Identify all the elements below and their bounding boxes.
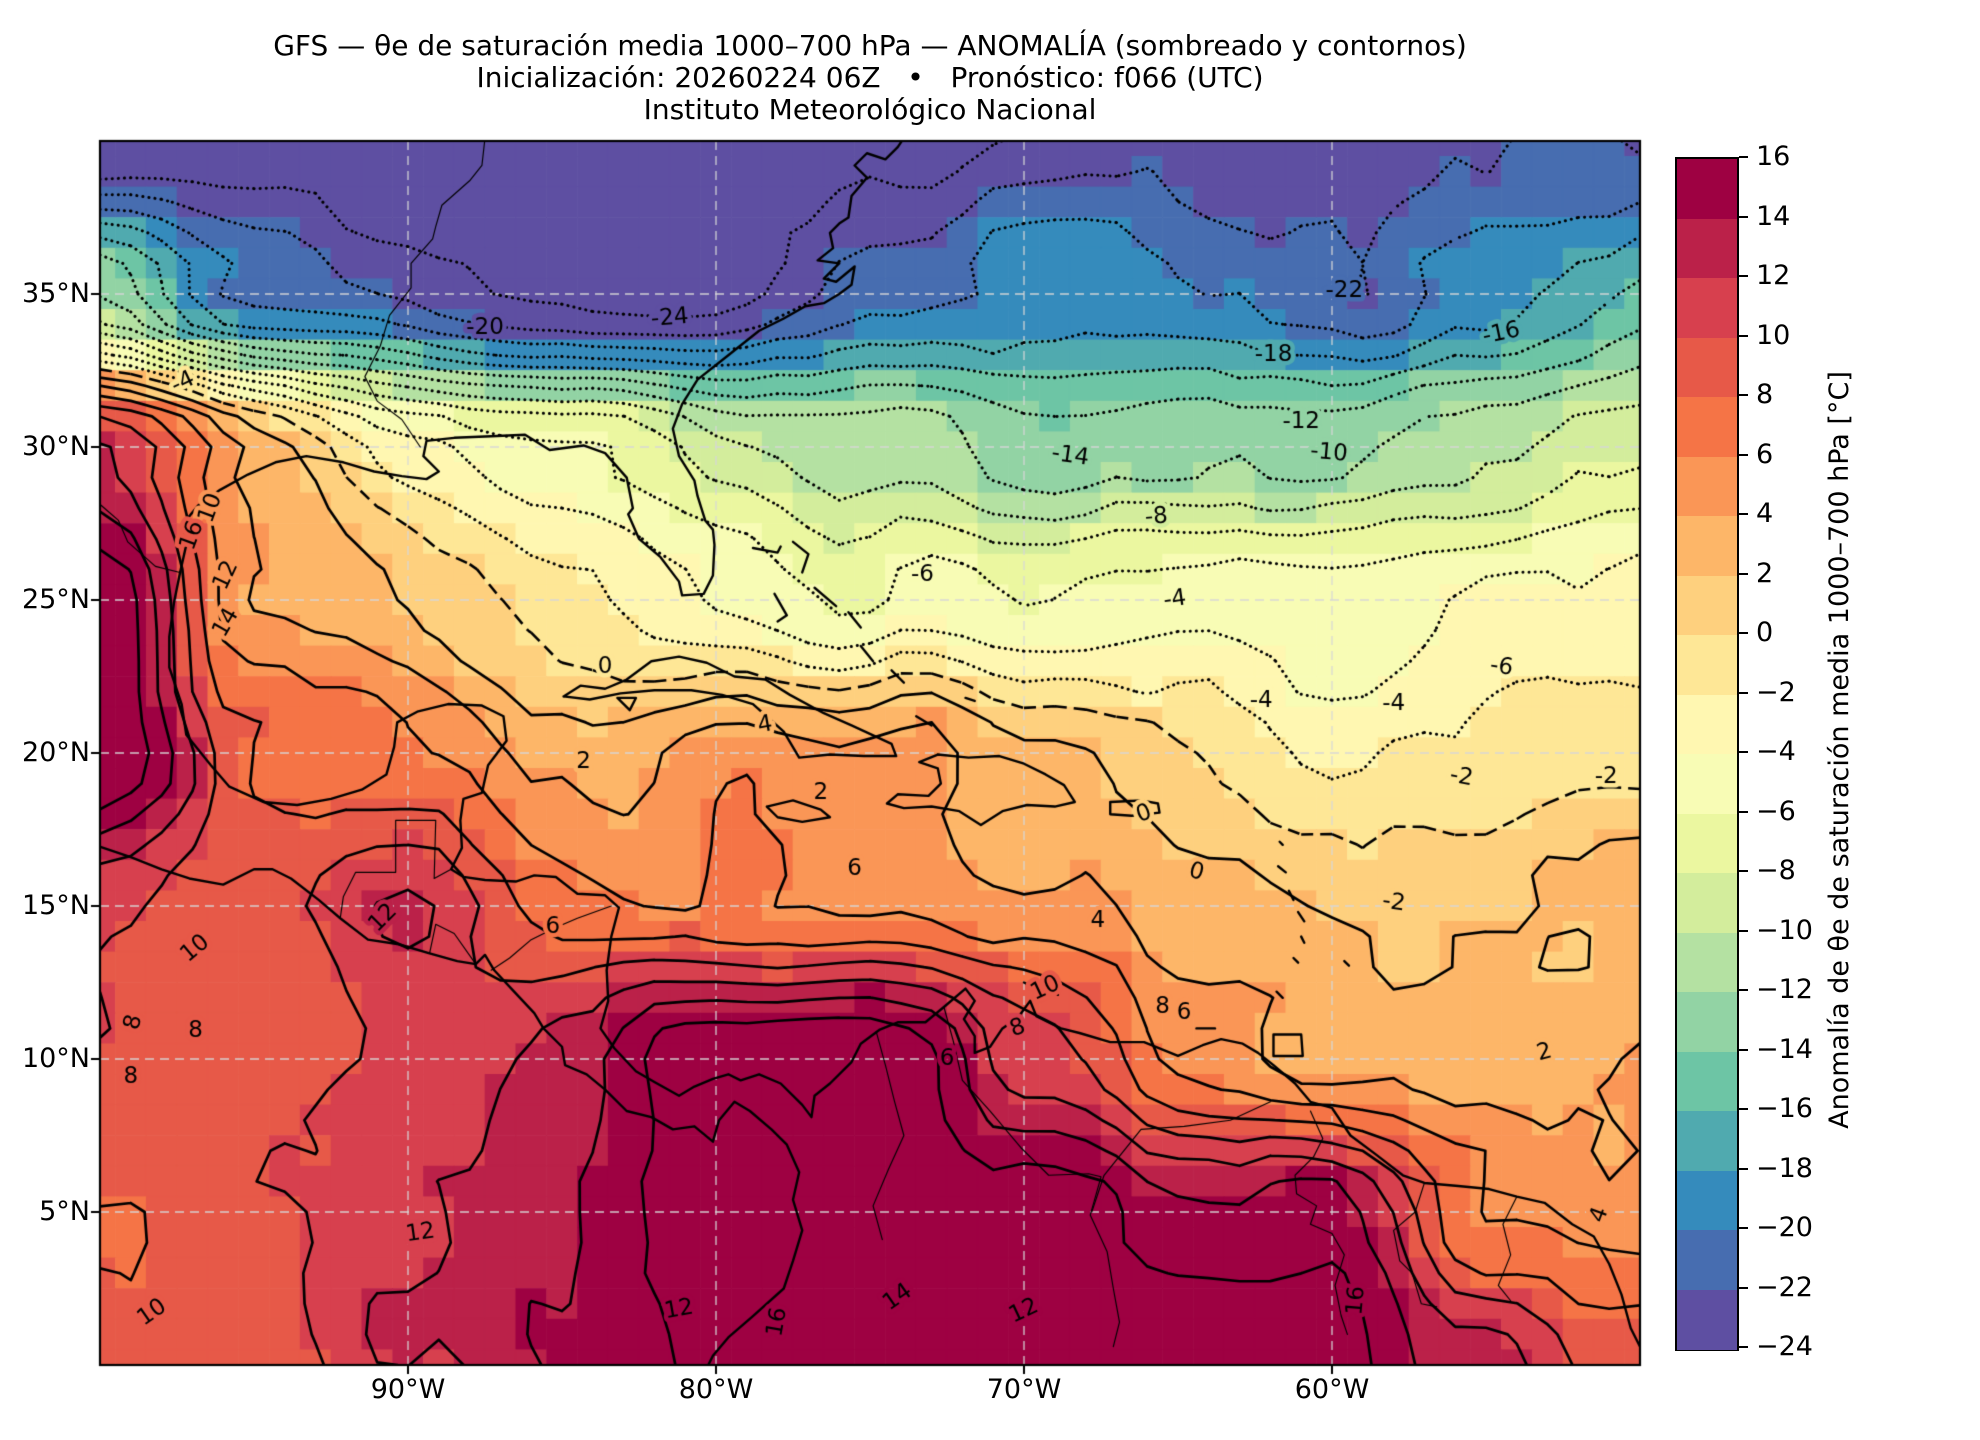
x-tick-label: 80°W xyxy=(678,1374,754,1405)
colorbar-tick-label: 10 xyxy=(1756,319,1791,351)
colorbar-tick xyxy=(1739,334,1748,337)
colorbar-tick-label: 16 xyxy=(1756,141,1791,172)
colorbar-tick xyxy=(1739,1227,1748,1229)
colorbar-tick-label: −2 xyxy=(1756,676,1796,708)
colorbar-segment xyxy=(1677,516,1737,576)
colorbar-tick xyxy=(1739,929,1748,932)
colorbar-tick-label: 14 xyxy=(1756,200,1791,232)
colorbar-tick xyxy=(1739,1048,1748,1051)
colorbar-segment xyxy=(1677,992,1737,1052)
colorbar-tick xyxy=(1739,1167,1748,1170)
y-tick-label: 10°N xyxy=(21,1043,90,1074)
y-tick-label: 35°N xyxy=(21,278,90,309)
colorbar-tick-label: −18 xyxy=(1756,1152,1813,1184)
colorbar-segment xyxy=(1677,1170,1737,1231)
colorbar-segment xyxy=(1677,635,1737,695)
colorbar-tick xyxy=(1739,1286,1748,1289)
colorbar-tick-label: 12 xyxy=(1756,260,1791,291)
colorbar-tick xyxy=(1739,751,1748,753)
colorbar xyxy=(1675,157,1739,1351)
colorbar-tick xyxy=(1739,572,1748,575)
y-tick-label: 5°N xyxy=(39,1196,90,1227)
colorbar-segment xyxy=(1677,932,1737,993)
y-tick-label: 30°N xyxy=(21,431,90,462)
colorbar-tick-label: −4 xyxy=(1756,736,1796,767)
colorbar-segment xyxy=(1677,218,1737,279)
colorbar-label: Anomalía de θe de saturación media 1000–… xyxy=(1824,371,1855,1129)
colorbar-tick xyxy=(1739,989,1748,991)
colorbar-tick xyxy=(1739,453,1748,456)
colorbar-segment xyxy=(1677,694,1737,755)
y-tick-label: 15°N xyxy=(21,890,90,921)
x-tick-label: 70°W xyxy=(986,1374,1062,1405)
colorbar-segment xyxy=(1677,1111,1737,1171)
y-tick-label: 20°N xyxy=(21,737,90,768)
x-tick-label: 60°W xyxy=(1294,1374,1370,1405)
colorbar-tick-label: −14 xyxy=(1756,1033,1813,1065)
colorbar-segment xyxy=(1677,1051,1737,1112)
colorbar-segment xyxy=(1677,278,1737,338)
colorbar-tick-label: 4 xyxy=(1756,498,1774,529)
figure-title: GFS — θe de saturación media 1000–700 hP… xyxy=(273,29,1467,62)
colorbar-segment xyxy=(1677,754,1737,814)
colorbar-tick-label: −10 xyxy=(1756,914,1813,946)
colorbar-tick xyxy=(1739,215,1748,218)
colorbar-tick-label: 0 xyxy=(1756,617,1774,648)
colorbar-segment xyxy=(1677,456,1737,517)
colorbar-segment xyxy=(1677,337,1737,398)
colorbar-tick xyxy=(1739,1346,1748,1348)
colorbar-tick-label: −6 xyxy=(1756,795,1796,827)
colorbar-tick-label: −20 xyxy=(1756,1212,1813,1243)
colorbar-tick-label: 2 xyxy=(1756,557,1774,589)
colorbar-tick xyxy=(1739,870,1748,872)
colorbar-tick-label: −24 xyxy=(1756,1331,1813,1362)
colorbar-tick-label: 6 xyxy=(1756,438,1774,470)
colorbar-tick-label: −22 xyxy=(1756,1271,1813,1303)
colorbar-tick xyxy=(1739,691,1748,694)
colorbar-tick xyxy=(1739,156,1748,158)
colorbar-tick-label: −8 xyxy=(1756,855,1796,886)
colorbar-tick-label: 8 xyxy=(1756,379,1774,410)
y-tick-label: 25°N xyxy=(21,584,90,615)
colorbar-segment xyxy=(1677,873,1737,933)
colorbar-tick xyxy=(1739,513,1748,515)
colorbar-tick xyxy=(1739,632,1748,634)
colorbar-tick xyxy=(1739,810,1748,813)
colorbar-tick xyxy=(1739,275,1748,277)
x-tick-label: 90°W xyxy=(370,1374,446,1405)
colorbar-segment xyxy=(1677,575,1737,636)
colorbar-tick-label: −16 xyxy=(1756,1093,1813,1124)
colorbar-segment xyxy=(1677,1289,1737,1350)
colorbar-tick xyxy=(1739,1108,1748,1110)
colorbar-tick xyxy=(1739,394,1748,396)
colorbar-tick-label: −12 xyxy=(1756,974,1813,1005)
colorbar-segment xyxy=(1677,397,1737,457)
colorbar-segment xyxy=(1677,159,1737,219)
colorbar-segment xyxy=(1677,813,1737,874)
figure-subtitle-init-forecast: Inicialización: 20260224 06Z • Pronóstic… xyxy=(476,61,1264,94)
colorbar-segment xyxy=(1677,1230,1737,1290)
figure-subtitle-institution: Instituto Meteorológico Nacional xyxy=(643,93,1097,126)
